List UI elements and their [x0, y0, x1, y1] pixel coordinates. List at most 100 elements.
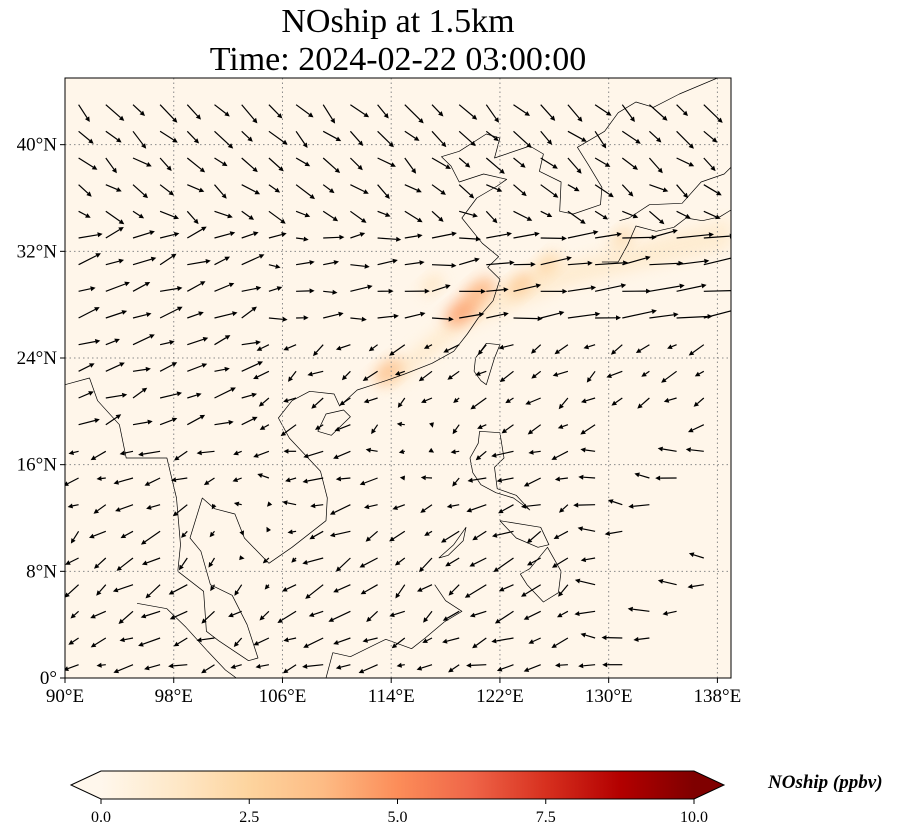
- wind-vector: [580, 557, 596, 563]
- wind-vector: [241, 104, 258, 124]
- coastline: [641, 677, 644, 678]
- wind-vector: [350, 184, 369, 194]
- wind-vector: [214, 104, 230, 117]
- wind-vector: [523, 664, 541, 672]
- wind-vector: [322, 104, 336, 124]
- wind-vector: [377, 184, 390, 199]
- wind-vector: [377, 288, 394, 294]
- wind-vector: [259, 424, 270, 430]
- wind-vector: [296, 260, 315, 266]
- wind-vector: [295, 184, 315, 200]
- wind-vector: [282, 664, 297, 674]
- wind-vector: [159, 130, 178, 143]
- wind-vector: [540, 235, 567, 241]
- wind-vector: [214, 311, 238, 319]
- wind-vector: [203, 477, 215, 486]
- wind-vector: [492, 530, 514, 538]
- wind-vector: [458, 130, 476, 147]
- wind-vector: [398, 449, 405, 454]
- wind-vector: [649, 229, 678, 239]
- wind-vector: [622, 210, 639, 219]
- wind-vector: [431, 210, 444, 222]
- wind-vector: [295, 130, 308, 148]
- concentration-hotspot: [534, 253, 561, 277]
- wind-vector: [578, 474, 596, 480]
- wind-vector: [112, 584, 134, 593]
- wind-vector: [586, 370, 596, 383]
- wind-vector: [377, 258, 398, 266]
- wind-vector: [233, 637, 243, 647]
- wind-vector: [159, 417, 178, 426]
- wind-vector: [404, 210, 423, 223]
- wind-vector: [132, 256, 157, 266]
- wind-vector: [496, 664, 514, 672]
- wind-vector: [105, 310, 128, 319]
- wind-vector: [310, 503, 324, 509]
- x-tick-label: 122°E: [476, 686, 524, 707]
- wind-vector: [349, 157, 363, 171]
- wind-vector: [132, 184, 148, 199]
- wind-vector: [288, 370, 297, 382]
- wind-vector: [513, 283, 542, 292]
- wind-vector: [323, 311, 344, 319]
- wind-vector: [268, 264, 281, 269]
- wind-vector: [70, 610, 80, 619]
- wind-vector: [350, 104, 370, 118]
- chart-title: NOship at 1.5km: [281, 3, 515, 40]
- wind-vector: [442, 610, 460, 621]
- wind-vector: [513, 210, 533, 221]
- wind-vector: [211, 503, 217, 510]
- wind-vector: [78, 418, 100, 426]
- wind-vector: [459, 288, 486, 294]
- wind-vector: [396, 662, 405, 668]
- wind-vector: [335, 344, 351, 351]
- wind-vector: [68, 637, 79, 645]
- wind-vector: [577, 526, 596, 532]
- wind-vector: [513, 104, 530, 116]
- wind-vector: [233, 450, 242, 456]
- wind-vector: [283, 397, 297, 403]
- wind-vector: [65, 477, 79, 486]
- wind-vector: [595, 315, 621, 321]
- wind-vector: [119, 450, 134, 456]
- wind-vector: [419, 557, 433, 573]
- wind-vector: [649, 312, 679, 319]
- wind-vector: [377, 130, 394, 148]
- colorbar-tick-label: 0.0: [91, 809, 111, 826]
- wind-vector: [558, 397, 569, 410]
- coastline: [601, 209, 731, 263]
- wind-vectors: [65, 104, 731, 674]
- wind-vector: [258, 397, 270, 407]
- wind-vector: [553, 530, 569, 539]
- wind-vector: [305, 584, 324, 599]
- wind-vector: [307, 370, 324, 377]
- wind-vector: [68, 450, 79, 455]
- wind-vector: [241, 340, 261, 346]
- wind-vector: [578, 663, 596, 669]
- wind-vector: [418, 370, 433, 382]
- wind-vector: [649, 283, 685, 292]
- wind-vector: [458, 104, 478, 120]
- wind-vector: [540, 256, 572, 266]
- wind-vector: [420, 504, 433, 513]
- wind-vector: [394, 557, 406, 566]
- wind-vector: [486, 184, 503, 192]
- wind-vector: [676, 157, 695, 167]
- wind-vector: [521, 584, 542, 597]
- wind-vector: [377, 104, 389, 119]
- wind-vector: [169, 610, 188, 620]
- wind-vector: [404, 311, 426, 319]
- wind-vector: [362, 370, 378, 381]
- wind-vector: [309, 530, 324, 540]
- wind-vector: [567, 285, 597, 292]
- coastline: [65, 78, 718, 662]
- wind-vector: [105, 414, 122, 426]
- wind-vector: [555, 662, 568, 668]
- wind-vector: [308, 610, 324, 617]
- wind-vector: [285, 477, 297, 483]
- wind-vector: [601, 635, 623, 641]
- wind-vector: [78, 210, 91, 218]
- wind-vector: [186, 157, 206, 173]
- wind-vector: [138, 450, 161, 457]
